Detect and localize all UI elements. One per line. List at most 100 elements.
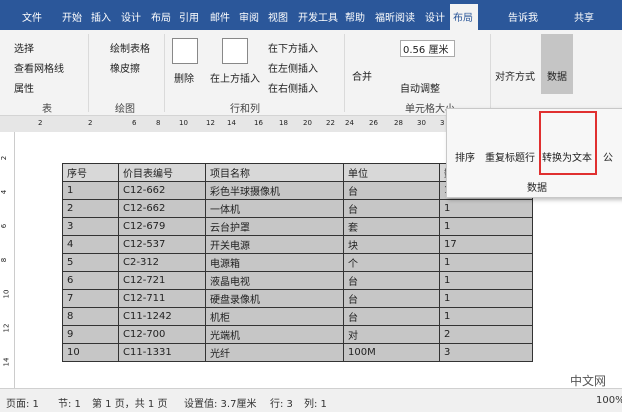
group-label: 数据 [527, 183, 547, 194]
ruler-label: 20 [303, 119, 312, 127]
table-cell: 10 [62, 343, 119, 362]
properties[interactable]: 属性 [14, 84, 34, 95]
table-row: 9 C12-700 光端机对 2 [62, 325, 533, 344]
repeat-header[interactable]: 重复标题行 [485, 153, 535, 164]
table-cell: C12-700 [118, 325, 206, 344]
insert-below[interactable]: 在下方插入 [268, 44, 318, 55]
status-item: 列: 1 [304, 399, 327, 410]
table-cell: 1 [62, 181, 119, 200]
tab[interactable]: 审阅 [239, 13, 259, 24]
table-cell: C12-662 [118, 199, 206, 218]
tab[interactable]: 布局 [453, 13, 473, 24]
table-cell: 100M [343, 343, 440, 362]
draw-table[interactable]: 绘制表格 [110, 44, 150, 55]
tab[interactable]: 设计 [121, 13, 141, 24]
tab[interactable]: 视图 [268, 13, 288, 24]
table-cell: 台 [343, 271, 440, 290]
tab-bar: 告诉我 共享 文件 开始 插入 设计 布局 引用 邮件 审阅 视图 开发工具 帮助 福昕阅读 设计 布局 [0, 0, 622, 30]
tab[interactable]: 引用 [179, 13, 199, 24]
cell-height[interactable]: 0.56 厘米 [400, 40, 456, 57]
table-row: 2 C12-662 一体机台 1 [62, 199, 533, 218]
table: 序号价目表编号项目名称单位数1C12-662彩色半球摄像机台12C12-662一… [62, 163, 533, 362]
tab[interactable]: 帮助 [345, 13, 365, 24]
table-cell: 对 [343, 325, 440, 344]
table-cell: 光端机 [205, 325, 344, 344]
table-cell: 2 [62, 199, 119, 218]
table-cell: 机柜 [205, 307, 344, 326]
tab[interactable]: 插入 [91, 13, 111, 24]
table-cell: 台 [343, 199, 440, 218]
group-label: 行和列 [230, 104, 260, 115]
ruler-label: 2 [38, 119, 43, 127]
ruler-label: 18 [279, 119, 288, 127]
table-cell: 块 [343, 235, 440, 254]
ruler-label: 3 [440, 119, 445, 127]
table-cell: 开关电源 [205, 235, 344, 254]
table-cell: 2 [439, 325, 533, 344]
eraser[interactable]: 橡皮擦 [110, 64, 140, 75]
table-cell: C12-711 [118, 289, 206, 308]
insert-left[interactable]: 在左侧插入 [268, 64, 318, 75]
separator [88, 34, 89, 112]
table-row: 3 C12-679 云台护罩套 1 [62, 217, 533, 236]
tab[interactable]: 布局 [151, 13, 171, 24]
table-cell: 台 [343, 307, 440, 326]
autofit[interactable]: 自动调整 [400, 84, 440, 95]
share[interactable]: 共享 [574, 13, 594, 24]
align[interactable]: 对齐方式 [495, 72, 535, 83]
highlight-box [539, 111, 597, 175]
convert-to-text[interactable]: 转换为文本 [542, 153, 592, 164]
table-cell: 1 [439, 289, 533, 308]
group-label: 绘图 [115, 104, 135, 115]
merge[interactable]: 合并 [352, 72, 372, 83]
table-cell: 套 [343, 217, 440, 236]
ruler-label: 24 [345, 119, 354, 127]
ruler-label: 4 [0, 189, 9, 195]
data[interactable]: 数据 [547, 72, 567, 83]
tell-me[interactable]: 告诉我 [508, 13, 538, 24]
table-cell: 5 [62, 253, 119, 272]
table-row: 5 C2-312 电源箱个 1 [62, 253, 533, 272]
insert-above[interactable]: 在上方插入 [210, 74, 260, 85]
ruler-label: 8 [0, 257, 9, 263]
group-label: 单元格大小 [405, 104, 455, 115]
table-cell: 1 [439, 217, 533, 236]
table-cell: 1 [439, 307, 533, 326]
ruler-label: 6 [132, 119, 137, 127]
tab[interactable]: 邮件 [210, 13, 230, 24]
view-gridlines[interactable]: 查看网格线 [14, 64, 64, 75]
watermark: 中文网 [570, 374, 607, 388]
ruler-label: 22 [326, 119, 335, 127]
ruler-label: 28 [394, 119, 403, 127]
ruler-label: 2 [0, 155, 9, 161]
table-cell: 一体机 [205, 199, 344, 218]
separator [164, 34, 165, 112]
table-cell: 17 [439, 235, 533, 254]
table-cell: 6 [62, 271, 119, 290]
table-cell: 电源箱 [205, 253, 344, 272]
tab[interactable]: 开始 [62, 13, 82, 24]
tab[interactable]: 福昕阅读 [375, 13, 415, 24]
table-cell: 液晶电视 [205, 271, 344, 290]
tab[interactable]: 开发工具 [298, 13, 338, 24]
tab[interactable]: 文件 [22, 13, 42, 24]
ruler-label: 2 [88, 119, 93, 127]
tab[interactable]: 设计 [425, 13, 445, 24]
delete[interactable]: 删除 [174, 74, 194, 85]
formula[interactable]: 公 [603, 153, 613, 164]
ruler-label: 12 [2, 323, 11, 333]
insert-right[interactable]: 在右侧插入 [268, 84, 318, 95]
table-cell: 台 [343, 181, 440, 200]
header-cell: 单位 [343, 163, 440, 182]
table-row: 7 C12-711 硬盘录像机台 1 [62, 289, 533, 308]
table-row: 6 C12-721 液晶电视台 1 [62, 271, 533, 290]
ruler-label: 30 [417, 119, 426, 127]
table-cell: C2-312 [118, 253, 206, 272]
group-label: 表 [42, 104, 52, 115]
sort[interactable]: 排序 [455, 153, 475, 164]
select[interactable]: 选择 [14, 44, 34, 55]
table-cell: 1 [439, 199, 533, 218]
ruler-label: 16 [254, 119, 263, 127]
table-cell: 硬盘录像机 [205, 289, 344, 308]
table-cell: C12-662 [118, 181, 206, 200]
